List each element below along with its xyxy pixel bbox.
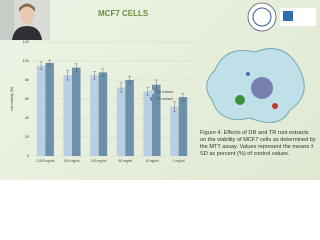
y-tick-label: 40: [25, 116, 29, 120]
y-tick-label: 60: [25, 97, 29, 101]
legend-swatch: [150, 90, 154, 94]
webcam: [0, 0, 50, 40]
error-bar: [154, 79, 158, 90]
bar: [63, 75, 72, 156]
error-bar: [181, 93, 185, 102]
error-bar: [48, 59, 52, 66]
bar: [125, 80, 134, 156]
y-tick-label: 80: [25, 78, 29, 82]
bar: [152, 84, 161, 156]
bar: [90, 75, 99, 156]
bar: [178, 97, 188, 156]
caption: Figure 4. Effects of DR and TR root extr…: [200, 130, 316, 157]
y-axis-title: cell viability (%): [10, 87, 14, 111]
x-tick-label: 10 mg/ml: [145, 159, 159, 163]
legend-label: TR extract: [156, 97, 173, 101]
x-tick-label: 100 mg/ml: [91, 159, 107, 163]
bar: [45, 62, 54, 156]
slide-title: MCF7 CELLS: [98, 9, 149, 18]
error-bar: [92, 71, 96, 80]
x-tick-label: 50 mg/ml: [119, 159, 133, 163]
error-bar: [66, 70, 70, 81]
error-bar: [146, 87, 150, 96]
legend-swatch: [150, 97, 154, 101]
x-tick-label: 500 mg/ml: [64, 159, 80, 163]
bar: [143, 91, 152, 156]
bar: [72, 67, 81, 156]
bar: [36, 65, 46, 156]
error-bar: [74, 63, 78, 72]
y-tick-label: 120: [23, 40, 29, 44]
error-bar: [101, 68, 105, 77]
logos: [247, 2, 316, 32]
error-bar: [128, 76, 132, 84]
x-tick-label: 1,000 mg/ml: [36, 159, 54, 163]
y-tick-label: 0: [27, 154, 29, 158]
chart: MCF7 CELLS cell viability (%) 0 20 40 60 80 10…: [0, 0, 316, 163]
y-tick-label: 100: [23, 59, 29, 63]
error-bar: [172, 101, 176, 112]
x-tick-label: 1 mg/ml: [173, 159, 185, 163]
bar: [116, 87, 126, 156]
bar: [170, 106, 179, 156]
bar: [98, 72, 108, 156]
slide: MCF7 CELLS cell viability (%) 0 20 40 60 80 10…: [0, 0, 320, 180]
error-bar: [39, 61, 43, 70]
cell-illustration: [206, 48, 305, 123]
error-bar: [119, 82, 123, 93]
legend-label: DR extract: [156, 90, 173, 94]
y-tick-label: 20: [25, 135, 29, 139]
